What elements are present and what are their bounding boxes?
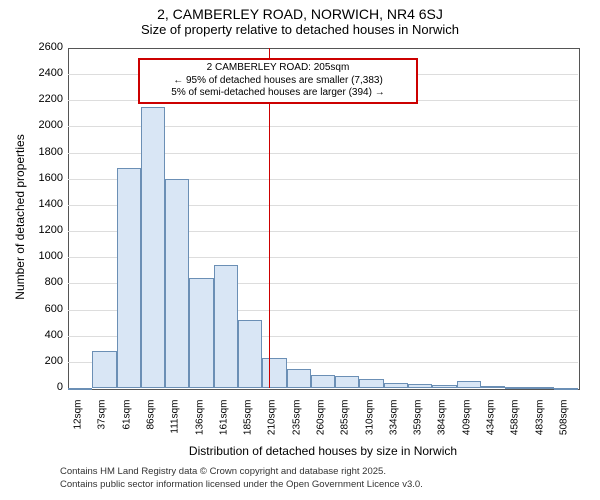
x-tick-label: 161sqm: [218, 400, 229, 460]
x-tick-label: 260sqm: [316, 400, 327, 460]
x-tick-label: 409sqm: [461, 400, 472, 460]
y-tick-label: 200: [28, 355, 63, 367]
y-tick-label: 1400: [28, 198, 63, 210]
x-tick-label: 61sqm: [121, 400, 132, 460]
histogram-bar: [311, 375, 335, 388]
y-tick-label: 1200: [28, 224, 63, 236]
chart-container: 2, CAMBERLEY ROAD, NORWICH, NR4 6SJ Size…: [0, 0, 600, 500]
x-tick-label: 508sqm: [558, 400, 569, 460]
histogram-bar: [214, 265, 238, 388]
y-tick-label: 2200: [28, 93, 63, 105]
histogram-bar: [287, 369, 311, 388]
histogram-bar: [117, 168, 141, 388]
histogram-bar: [262, 358, 286, 388]
y-tick-label: 1600: [28, 172, 63, 184]
histogram-bar: [335, 376, 359, 388]
y-tick-label: 600: [28, 303, 63, 315]
y-tick-label: 800: [28, 276, 63, 288]
annotation-line: ← 95% of detached houses are smaller (7,…: [144, 75, 412, 88]
x-tick-label: 384sqm: [437, 400, 448, 460]
histogram-bar: [529, 387, 553, 389]
y-tick-label: 2400: [28, 67, 63, 79]
y-tick-label: 1000: [28, 250, 63, 262]
annotation-box: 2 CAMBERLEY ROAD: 205sqm← 95% of detache…: [138, 58, 418, 104]
histogram-bar: [408, 384, 432, 388]
x-tick-label: 86sqm: [146, 400, 157, 460]
x-tick-label: 185sqm: [243, 400, 254, 460]
y-tick-label: 0: [28, 381, 63, 393]
histogram-bar: [505, 387, 529, 389]
footer-line-1: Contains HM Land Registry data © Crown c…: [60, 466, 386, 477]
histogram-bar: [165, 179, 189, 388]
y-tick-label: 400: [28, 329, 63, 341]
chart-title-main: 2, CAMBERLEY ROAD, NORWICH, NR4 6SJ: [0, 0, 600, 22]
x-tick-label: 136sqm: [194, 400, 205, 460]
y-axis-label: Number of detached properties: [13, 127, 27, 307]
x-tick-label: 111sqm: [170, 400, 181, 460]
histogram-bar: [141, 107, 165, 388]
x-tick-label: 285sqm: [340, 400, 351, 460]
chart-title-sub: Size of property relative to detached ho…: [0, 22, 600, 41]
y-tick-label: 1800: [28, 146, 63, 158]
annotation-line: 2 CAMBERLEY ROAD: 205sqm: [144, 62, 412, 75]
x-tick-label: 483sqm: [534, 400, 545, 460]
histogram-bar: [359, 379, 383, 388]
histogram-bar: [481, 386, 505, 388]
x-tick-label: 458sqm: [510, 400, 521, 460]
histogram-bar: [68, 388, 92, 390]
y-tick-label: 2000: [28, 119, 63, 131]
histogram-bar: [92, 351, 116, 388]
histogram-bar: [432, 385, 456, 388]
histogram-bar: [238, 320, 262, 388]
histogram-bar: [554, 388, 578, 390]
histogram-bar: [457, 381, 481, 388]
annotation-line: 5% of semi-detached houses are larger (3…: [144, 87, 412, 100]
x-tick-label: 359sqm: [413, 400, 424, 460]
y-tick-label: 2600: [28, 41, 63, 53]
x-tick-label: 310sqm: [364, 400, 375, 460]
histogram-bar: [384, 383, 408, 388]
x-tick-label: 434sqm: [486, 400, 497, 460]
x-tick-label: 334sqm: [388, 400, 399, 460]
x-tick-label: 12sqm: [73, 400, 84, 460]
footer-line-2: Contains public sector information licen…: [60, 479, 423, 490]
x-tick-label: 37sqm: [97, 400, 108, 460]
histogram-bar: [189, 278, 213, 388]
x-tick-label: 235sqm: [291, 400, 302, 460]
x-tick-label: 210sqm: [267, 400, 278, 460]
